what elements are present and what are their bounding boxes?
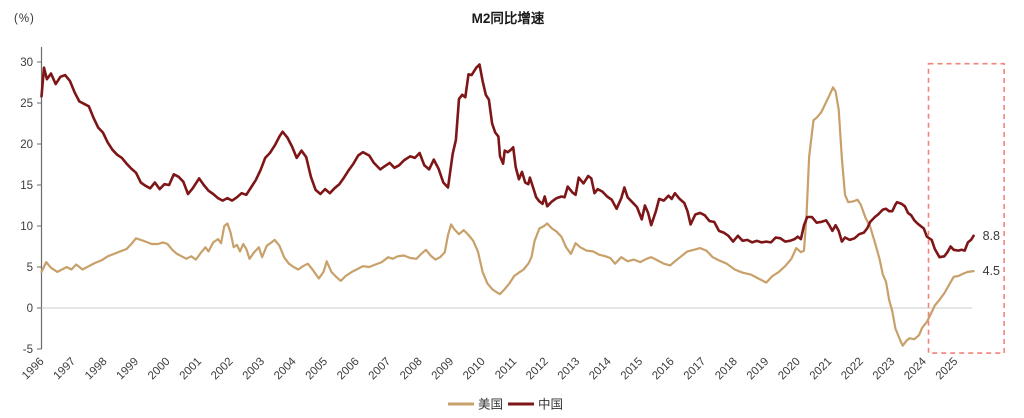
x-tick-label: 2016 [650, 356, 677, 383]
y-axis-unit-label: (%) [14, 13, 35, 25]
x-tick-label: 2010 [461, 356, 488, 383]
x-tick-label: 2017 [682, 356, 709, 383]
x-tick-label: 2002 [209, 356, 236, 383]
x-tick-label: 2020 [776, 356, 803, 383]
x-tick-label: 2001 [178, 356, 205, 383]
y-tick-label: 20 [20, 139, 33, 151]
x-tick-label: 2021 [808, 356, 835, 383]
y-tick-label: 25 [20, 98, 33, 110]
legend-us-label: 美国 [478, 398, 503, 412]
y-tick-label: 0 [27, 303, 33, 315]
x-tick-label: 2013 [556, 356, 583, 383]
y-tick-label: 15 [20, 180, 33, 192]
x-tick-label: 2024 [902, 355, 929, 382]
chart-title: M2同比增速 [472, 10, 545, 26]
x-tick-label: 1999 [115, 356, 142, 383]
x-tick-label: 2025 [934, 356, 961, 383]
y-tick-label: -5 [23, 344, 33, 356]
y-tick-label: 10 [20, 221, 33, 233]
x-tick-label: 2023 [871, 356, 898, 383]
x-tick-label: 1997 [52, 356, 79, 383]
china-end-value-label: 8.8 [983, 229, 1000, 243]
x-tick-label: 2019 [745, 356, 772, 383]
y-tick-label: 30 [20, 57, 33, 69]
x-tick-label: 2007 [367, 356, 394, 383]
x-tick-label: 2015 [619, 356, 646, 383]
x-tick-label: 2004 [272, 355, 299, 382]
y-tick-label: 5 [27, 262, 33, 274]
x-tick-label: 2005 [304, 356, 331, 383]
us-line [40, 86, 975, 347]
us-end-value-label: 4.5 [983, 264, 1000, 278]
x-tick-label: 2012 [524, 356, 551, 383]
legend: 美国 中国 [448, 397, 563, 412]
x-tick-label: 2022 [839, 356, 866, 383]
x-tick-label: 2011 [493, 356, 519, 382]
x-tick-label: 2014 [587, 355, 614, 382]
x-tick-label: 2018 [713, 356, 740, 383]
x-tick-label: 2003 [241, 356, 268, 383]
x-tick-label: 1996 [20, 356, 47, 383]
x-tick-label: 2006 [335, 356, 362, 383]
x-tick-label: 2009 [430, 356, 457, 383]
x-tick-label: 2008 [398, 356, 425, 383]
china-line [40, 63, 975, 259]
x-tick-label: 1998 [83, 356, 110, 383]
legend-china-label: 中国 [538, 397, 563, 412]
recent-period-highlight-box [927, 62, 1005, 354]
x-tick-label: 2000 [146, 356, 173, 383]
